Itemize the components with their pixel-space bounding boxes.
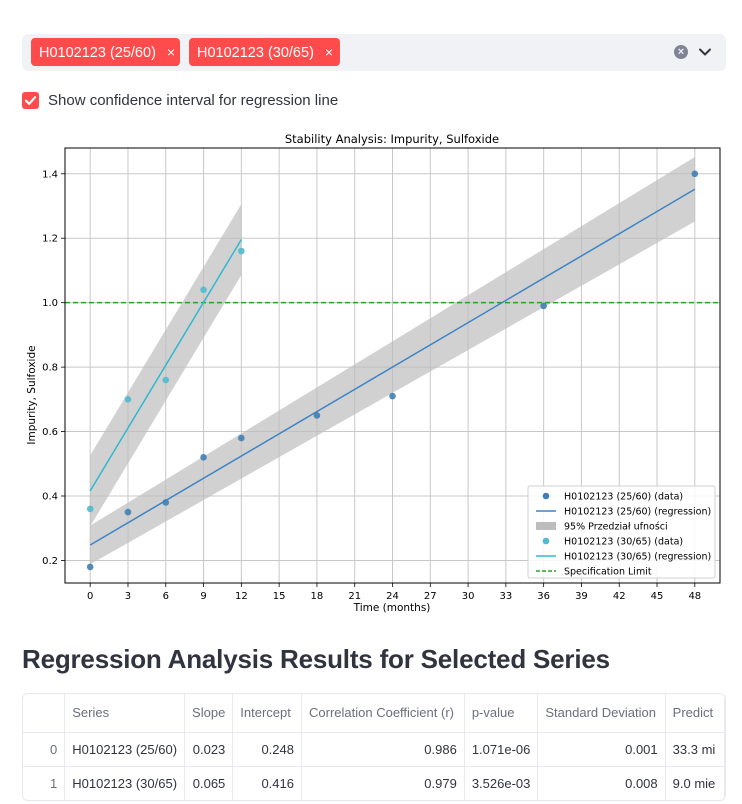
remove-chip-icon[interactable]: × — [166, 44, 175, 60]
table-cell: 0.248 — [232, 732, 302, 767]
x-tick-label: 21 — [348, 591, 361, 602]
table-row[interactable]: 1 H0102123 (30/65) 0.065 0.416 0.979 3.526e-0… — [23, 766, 725, 800]
data-point — [691, 170, 699, 178]
table-cell: 33.3 mi — [665, 732, 725, 767]
plot-frame — [64, 147, 721, 584]
legend-label: H0102123 (30/65) (regression) — [564, 552, 711, 563]
legend-marker — [542, 492, 550, 500]
y-tick-label: 1.4 — [42, 169, 58, 180]
x-tick-label: 39 — [575, 591, 588, 602]
checkbox-label: Show confidence interval for regression … — [48, 92, 339, 109]
table-cell: 0.008 — [537, 766, 666, 800]
y-tick-label: 1.0 — [42, 298, 58, 309]
table-cell: 1 — [23, 766, 66, 800]
chip-label: H0102123 (25/60) — [39, 45, 156, 61]
column-header[interactable]: Predict — [665, 694, 725, 733]
data-point — [313, 412, 321, 419]
data-point — [540, 302, 547, 310]
table-cell: 0 — [23, 732, 66, 767]
x-tick-label: 12 — [235, 591, 248, 602]
x-tick-label: 18 — [311, 591, 324, 602]
legend-label: H0102123 (25/60) (regression) — [564, 507, 711, 518]
data-point — [238, 434, 245, 442]
legend-marker — [542, 537, 550, 545]
table-cell: 0.065 — [184, 766, 234, 800]
table-cell: H0102123 (25/60) — [64, 732, 186, 767]
confidence-band — [90, 157, 695, 565]
table-cell: 0.023 — [184, 732, 234, 767]
results-heading: Regression Analysis Results for Selected… — [22, 644, 610, 674]
x-tick-label: 48 — [688, 591, 701, 602]
checkbox-checked-icon[interactable] — [22, 92, 39, 109]
table-cell: 3.526e-03 — [464, 766, 539, 800]
data-point — [86, 505, 94, 513]
x-tick-label: 45 — [651, 591, 664, 602]
chip-label: H0102123 (30/65) — [197, 45, 314, 61]
data-point — [200, 286, 207, 294]
y-tick-label: 0.8 — [42, 363, 58, 374]
column-header[interactable]: Intercept — [232, 694, 302, 733]
column-header[interactable]: Slope — [184, 694, 234, 733]
selected-series-chip: H0102123 (30/65) × — [189, 38, 340, 66]
results-table[interactable]: Series Slope Intercept Correlation Coeffici… — [22, 693, 726, 801]
x-tick-label: 33 — [499, 591, 512, 602]
x-tick-label: 3 — [125, 591, 131, 602]
x-tick-label: 30 — [462, 591, 475, 602]
table-cell: 9.0 mie — [665, 766, 725, 800]
x-tick-label: 42 — [613, 591, 626, 602]
table-cell: 0.001 — [537, 732, 666, 767]
stability-chart: 0 3 6 9 12 15 18 21 24 27 30 33 36 39 42 45 480.20.40.60… — [26, 132, 721, 614]
table-cell: 0.986 — [301, 732, 465, 767]
data-point — [162, 499, 170, 506]
table-cell: 0.416 — [232, 766, 302, 800]
x-tick-label: 6 — [163, 591, 169, 602]
column-header[interactable]: Standard Deviation — [537, 694, 666, 733]
table-row[interactable]: 0 H0102123 (25/60) 0.023 0.248 0.986 1.071e-0… — [23, 732, 725, 767]
table-cell: 1.071e-06 — [464, 732, 539, 767]
y-axis-label: Impurity, Sulfoxide — [26, 345, 38, 444]
selected-series-chip: H0102123 (25/60) × — [31, 38, 180, 66]
data-point — [162, 376, 170, 384]
data-point — [124, 508, 132, 516]
clear-all-icon[interactable]: × — [674, 45, 688, 59]
legend-marker — [536, 522, 556, 530]
column-header[interactable] — [23, 694, 66, 733]
data-point — [124, 396, 132, 403]
x-tick-label: 27 — [424, 591, 437, 602]
data-point — [86, 563, 94, 571]
table-cell: H0102123 (30/65) — [64, 766, 186, 800]
remove-chip-icon[interactable]: × — [324, 44, 333, 60]
data-point — [389, 392, 396, 400]
x-tick-label: 9 — [200, 591, 206, 602]
series-multiselect[interactable]: H0102123 (25/60) × H0102123 (30/65) × × — [22, 34, 726, 71]
column-header[interactable]: Correlation Coefficient (r) — [301, 694, 465, 733]
chart-legend: H0102123 (25/60) (data) H0102123 (25/60) … — [527, 485, 716, 579]
y-tick-label: 0.4 — [42, 492, 58, 503]
chart-title: Stability Analysis: Impurity, Sulfoxide — [285, 132, 499, 146]
x-axis-label: Time (months) — [353, 602, 431, 614]
table-cell: 0.979 — [301, 766, 465, 800]
x-tick-label: 0 — [87, 591, 93, 602]
legend-label: 95% Przedział ufności — [564, 522, 668, 533]
data-point — [200, 454, 207, 461]
y-tick-label: 0.6 — [42, 427, 58, 438]
x-tick-label: 36 — [537, 591, 550, 602]
regression-line — [89, 239, 242, 492]
legend-label: Specification Limit — [564, 567, 652, 578]
chevron-down-icon[interactable] — [698, 45, 712, 59]
x-tick-label: 24 — [386, 591, 399, 602]
y-tick-label: 1.2 — [42, 234, 58, 245]
regression-line — [89, 188, 696, 546]
column-header[interactable]: Series — [64, 694, 186, 733]
legend-label: H0102123 (25/60) (data) — [564, 492, 683, 503]
legend-box — [527, 485, 716, 579]
legend-label: H0102123 (30/65) (data) — [564, 537, 683, 548]
y-tick-label: 0.2 — [42, 556, 58, 567]
data-point — [238, 247, 245, 255]
x-tick-label: 15 — [273, 591, 286, 602]
column-header[interactable]: p-value — [464, 694, 539, 733]
